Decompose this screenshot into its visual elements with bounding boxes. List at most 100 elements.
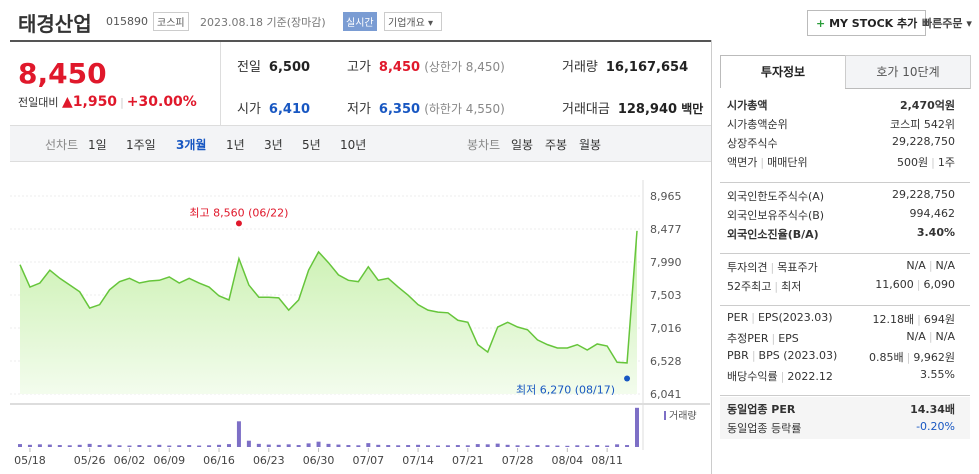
value-part: 500원	[897, 156, 929, 169]
side-tab[interactable]: 투자정보	[720, 55, 846, 88]
value-part: -0.20%	[916, 420, 955, 433]
change-line: 전일대비 ▲1,950 | +30.00%	[18, 94, 197, 110]
volume-bar	[137, 445, 142, 447]
group-rule	[720, 182, 970, 183]
label-part: 상장주식수	[727, 137, 778, 150]
info-value: 3.55%	[920, 368, 955, 381]
overview-dropdown[interactable]: 기업개요 ▾	[384, 12, 442, 31]
quick-order[interactable]: 빠른주문 ▾	[922, 17, 972, 30]
label-part: 액면가	[727, 156, 758, 169]
volume-bar	[595, 445, 600, 447]
x-tick-label: 07/28	[502, 454, 534, 467]
x-tick-label: 06/09	[153, 454, 185, 467]
volume-bar	[455, 445, 460, 447]
value-part: 3.40%	[916, 226, 955, 239]
volume-bar	[475, 444, 480, 447]
value-part: N/A	[935, 330, 955, 343]
volume-bar	[386, 445, 391, 447]
volume-bar	[77, 444, 82, 447]
volume-bar	[625, 445, 630, 447]
volume-bar	[396, 445, 401, 447]
cell-label: 시가	[237, 102, 261, 117]
cell-note: (상한가 8,450)	[424, 60, 505, 74]
value-part: N/A	[906, 330, 926, 343]
info-value: 2,470억원	[900, 97, 955, 113]
date: 2023.08.18	[200, 16, 263, 29]
volume-bar	[236, 421, 241, 447]
cell-unit: 백만	[681, 102, 704, 116]
info-value: 994,462	[910, 207, 956, 220]
chart: 8,965 8,477 7,990 7,503 7,016 6,528 6,041 05/18…	[10, 180, 710, 467]
overview: 기업개요	[388, 18, 425, 29]
volume-bar	[117, 445, 122, 447]
separator: |	[928, 330, 933, 343]
info-label: 외국인한도주식수(A)	[727, 188, 824, 204]
label-part: 추정PER	[727, 332, 769, 345]
separator: |	[751, 311, 755, 324]
cell-label: 고가	[347, 60, 371, 75]
quote-cell: 거래대금 128,940 백만	[562, 98, 703, 117]
basis: 기준(장마감)	[266, 16, 326, 29]
volume-bar	[316, 441, 321, 447]
info-label: 동일업종 PER	[727, 401, 795, 417]
label-part: 동일업종 PER	[727, 403, 796, 416]
info-value: 29,228,750	[892, 135, 955, 148]
period-tab[interactable]: 10년	[340, 138, 367, 152]
info-value: N/A | N/A	[906, 330, 955, 343]
separator: |	[774, 280, 779, 293]
volume-bar	[246, 440, 251, 447]
x-tick-label: 06/30	[303, 454, 335, 467]
realtime-badge[interactable]: 실시간	[343, 12, 377, 31]
y-tick-label: 7,503	[650, 289, 682, 302]
info-label: 액면가 | 매매단위	[727, 154, 808, 170]
period-tab[interactable]: 1주일	[126, 138, 156, 152]
value-part: 14.34배	[910, 403, 955, 416]
y-tick-label: 8,965	[650, 190, 682, 203]
group-rule	[720, 253, 970, 254]
x-tick-label: 05/18	[14, 454, 46, 467]
y-tick-label: 8,477	[650, 223, 682, 236]
volume-bar	[505, 444, 510, 447]
my-stock-button[interactable]: + MY STOCK 추가	[807, 10, 927, 36]
market-badge: 코스피	[153, 12, 189, 31]
volume-bar	[97, 445, 102, 447]
quote-cell: 고가 8,450 (상한가 8,450)	[347, 56, 505, 75]
volume-bar	[157, 444, 162, 447]
info-value: 11,600 | 6,090	[875, 278, 955, 291]
my-stock: MY STOCK 추가	[829, 17, 918, 30]
candle-tab[interactable]: 주봉	[545, 138, 568, 152]
label-part: 투자의견	[727, 261, 768, 274]
x-tick-label: 06/02	[114, 454, 146, 467]
separator: |	[771, 332, 776, 345]
change-rate: +30.00%	[126, 94, 197, 110]
period-tab[interactable]: 5년	[302, 138, 321, 152]
volume-bar	[67, 445, 72, 447]
info-label: 외국인소진율(B/A)	[727, 226, 819, 242]
volume-bar	[585, 445, 590, 447]
volume-bar	[107, 444, 112, 447]
value-part: 29,228,750	[892, 135, 955, 148]
label-part: 매매단위	[767, 156, 808, 169]
low-marker	[624, 375, 631, 382]
volume-bar	[346, 445, 351, 447]
volume-bar	[485, 444, 490, 447]
candle-tab[interactable]: 일봉	[511, 138, 534, 152]
y-tick-label: 7,990	[650, 256, 682, 269]
period-tab[interactable]: 3년	[264, 138, 283, 152]
period-tab[interactable]: 1년	[226, 138, 245, 152]
low-label: 최저 6,270 (08/17)	[516, 383, 615, 396]
quote-cell: 거래량 16,167,654	[562, 56, 688, 75]
info-value: -0.20%	[916, 420, 955, 433]
label-part: EPS(2023.03)	[757, 311, 833, 324]
label-part: 52주최고	[727, 280, 772, 293]
volume-bar	[177, 445, 182, 447]
period-tab[interactable]: 3개월	[176, 138, 207, 152]
separator: |	[916, 278, 921, 291]
side-tab[interactable]: 호가 10단계	[845, 55, 971, 89]
x-tick-label: 08/04	[551, 454, 583, 467]
info-label: 52주최고 | 최저	[727, 278, 801, 294]
info-label: 배당수익률 | 2022.12	[727, 368, 833, 384]
period-tab[interactable]: 1일	[88, 138, 107, 152]
candle-tab[interactable]: 월봉	[579, 138, 602, 152]
label-part: PER	[727, 311, 749, 324]
